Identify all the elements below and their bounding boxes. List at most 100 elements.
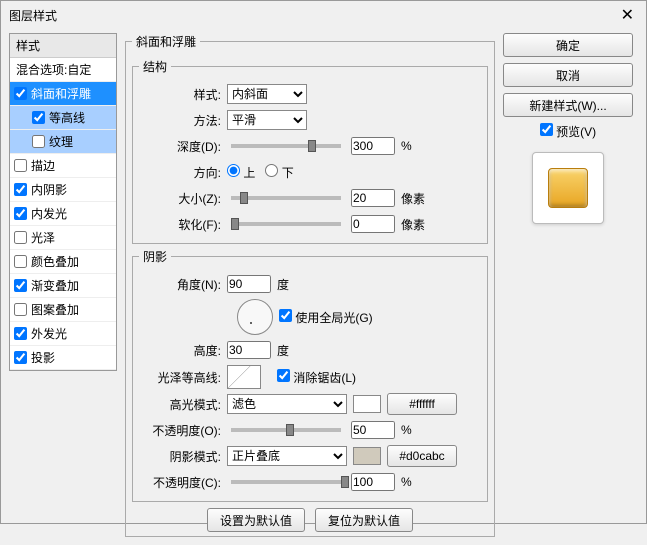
style-item-label: 内阴影 bbox=[31, 181, 67, 198]
style-item-label: 外发光 bbox=[31, 325, 67, 342]
angle-widget[interactable] bbox=[237, 299, 273, 335]
gloss-label: 光泽等高线: bbox=[133, 369, 221, 386]
highlight-opacity-slider[interactable] bbox=[231, 428, 341, 432]
style-item-checkbox[interactable] bbox=[32, 111, 45, 124]
style-item-8[interactable]: 渐变叠加 bbox=[10, 274, 116, 298]
soften-input[interactable] bbox=[351, 215, 395, 233]
style-item-0[interactable]: 斜面和浮雕 bbox=[10, 82, 116, 106]
preview-checkbox[interactable]: 预览(V) bbox=[503, 123, 633, 140]
bevel-title: 斜面和浮雕 bbox=[132, 33, 200, 50]
gloss-contour-picker[interactable] bbox=[227, 365, 261, 389]
shadow-color-button[interactable]: #d0cabc bbox=[387, 445, 457, 467]
size-unit: 像素 bbox=[401, 190, 425, 207]
method-select[interactable]: 平滑 bbox=[227, 110, 307, 130]
style-item-checkbox[interactable] bbox=[32, 135, 45, 148]
dir-up-radio[interactable]: 上 bbox=[227, 164, 255, 181]
altitude-label: 高度: bbox=[133, 342, 221, 359]
style-item-7[interactable]: 颜色叠加 bbox=[10, 250, 116, 274]
style-item-label: 投影 bbox=[31, 349, 55, 366]
global-light-checkbox[interactable]: 使用全局光(G) bbox=[279, 309, 373, 326]
style-item-label: 内发光 bbox=[31, 205, 67, 222]
shadow-opacity-slider[interactable] bbox=[231, 480, 341, 484]
structure-title: 结构 bbox=[139, 58, 171, 75]
shadow-color-swatch[interactable] bbox=[353, 447, 381, 465]
size-label: 大小(Z): bbox=[133, 190, 221, 207]
style-item-checkbox[interactable] bbox=[14, 327, 27, 340]
depth-label: 深度(D): bbox=[133, 138, 221, 155]
highlight-mode-label: 高光模式: bbox=[133, 396, 221, 413]
altitude-input[interactable] bbox=[227, 341, 271, 359]
style-item-checkbox[interactable] bbox=[14, 183, 27, 196]
style-item-label: 纹理 bbox=[49, 133, 73, 150]
depth-input[interactable] bbox=[351, 137, 395, 155]
style-item-5[interactable]: 内发光 bbox=[10, 202, 116, 226]
highlight-color-swatch[interactable] bbox=[353, 395, 381, 413]
angle-unit: 度 bbox=[277, 276, 289, 293]
highlight-mode-select[interactable]: 滤色 bbox=[227, 394, 347, 414]
style-item-checkbox[interactable] bbox=[14, 351, 27, 364]
style-item-3[interactable]: 描边 bbox=[10, 154, 116, 178]
shadow-opacity-input[interactable] bbox=[351, 473, 395, 491]
soften-slider[interactable] bbox=[231, 222, 341, 226]
style-item-checkbox[interactable] bbox=[14, 279, 27, 292]
antialias-checkbox[interactable]: 消除锯齿(L) bbox=[277, 369, 356, 386]
style-item-label: 颜色叠加 bbox=[31, 253, 79, 270]
cancel-button[interactable]: 取消 bbox=[503, 63, 633, 87]
shadow-opacity-unit: % bbox=[401, 475, 412, 489]
shading-title: 阴影 bbox=[139, 248, 171, 265]
altitude-unit: 度 bbox=[277, 342, 289, 359]
method-label: 方法: bbox=[133, 112, 221, 129]
title-bar: 图层样式 ✕ bbox=[1, 1, 646, 29]
style-item-label: 光泽 bbox=[31, 229, 55, 246]
highlight-opacity-unit: % bbox=[401, 423, 412, 437]
style-item-label: 描边 bbox=[31, 157, 55, 174]
blend-options-header[interactable]: 混合选项:自定 bbox=[10, 58, 116, 82]
styles-sidebar: 样式 混合选项:自定 斜面和浮雕等高线纹理描边内阴影内发光光泽颜色叠加渐变叠加图… bbox=[9, 33, 117, 537]
preview-thumbnail bbox=[548, 168, 588, 208]
ok-button[interactable]: 确定 bbox=[503, 33, 633, 57]
style-item-checkbox[interactable] bbox=[14, 207, 27, 220]
shadow-mode-label: 阴影模式: bbox=[133, 448, 221, 465]
style-item-checkbox[interactable] bbox=[14, 303, 27, 316]
soften-unit: 像素 bbox=[401, 216, 425, 233]
styles-header: 样式 bbox=[10, 34, 116, 58]
style-item-checkbox[interactable] bbox=[14, 255, 27, 268]
new-style-button[interactable]: 新建样式(W)... bbox=[503, 93, 633, 117]
style-item-checkbox[interactable] bbox=[14, 159, 27, 172]
structure-group: 结构 样式: 内斜面 方法: 平滑 深度(D): % 方向: bbox=[132, 58, 488, 244]
preview-box bbox=[532, 152, 604, 224]
style-item-2[interactable]: 纹理 bbox=[10, 130, 116, 154]
style-item-label: 等高线 bbox=[49, 109, 85, 126]
style-select[interactable]: 内斜面 bbox=[227, 84, 307, 104]
depth-slider[interactable] bbox=[231, 144, 341, 148]
size-slider[interactable] bbox=[231, 196, 341, 200]
style-item-label: 斜面和浮雕 bbox=[31, 85, 91, 102]
depth-unit: % bbox=[401, 139, 412, 153]
angle-input[interactable] bbox=[227, 275, 271, 293]
highlight-opacity-input[interactable] bbox=[351, 421, 395, 439]
size-input[interactable] bbox=[351, 189, 395, 207]
style-item-label: 图案叠加 bbox=[31, 301, 79, 318]
dir-down-radio[interactable]: 下 bbox=[265, 164, 293, 181]
style-item-label: 渐变叠加 bbox=[31, 277, 79, 294]
highlight-opacity-label: 不透明度(O): bbox=[133, 422, 221, 439]
close-icon[interactable]: ✕ bbox=[617, 5, 638, 25]
style-item-10[interactable]: 外发光 bbox=[10, 322, 116, 346]
shadow-mode-select[interactable]: 正片叠底 bbox=[227, 446, 347, 466]
bevel-panel: 斜面和浮雕 结构 样式: 内斜面 方法: 平滑 深度(D): % bbox=[125, 33, 495, 537]
direction-label: 方向: bbox=[133, 164, 221, 181]
shadow-opacity-label: 不透明度(C): bbox=[133, 474, 221, 491]
make-default-button[interactable]: 设置为默认值 bbox=[207, 508, 305, 532]
shading-group: 阴影 角度(N): 度 使用全局光(G) 高度: bbox=[132, 248, 488, 502]
style-item-checkbox[interactable] bbox=[14, 231, 27, 244]
style-item-6[interactable]: 光泽 bbox=[10, 226, 116, 250]
style-item-11[interactable]: 投影 bbox=[10, 346, 116, 370]
reset-default-button[interactable]: 复位为默认值 bbox=[315, 508, 413, 532]
soften-label: 软化(F): bbox=[133, 216, 221, 233]
angle-label: 角度(N): bbox=[133, 276, 221, 293]
style-item-1[interactable]: 等高线 bbox=[10, 106, 116, 130]
style-item-checkbox[interactable] bbox=[14, 87, 27, 100]
highlight-color-button[interactable]: #ffffff bbox=[387, 393, 457, 415]
style-item-9[interactable]: 图案叠加 bbox=[10, 298, 116, 322]
style-item-4[interactable]: 内阴影 bbox=[10, 178, 116, 202]
